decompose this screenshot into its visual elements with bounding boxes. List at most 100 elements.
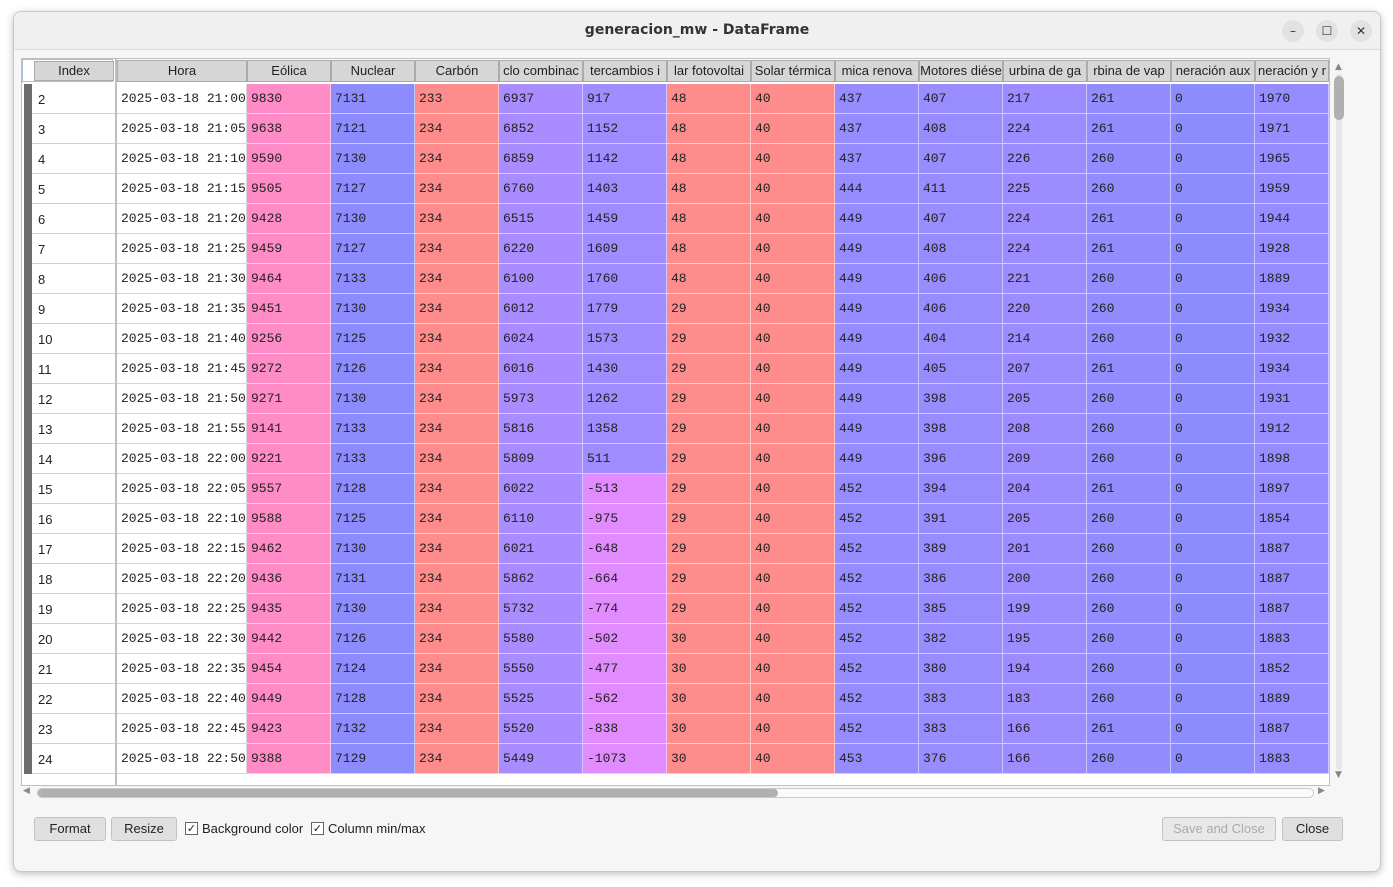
table-cell[interactable]: 2025-03-18 21:35 [117,294,247,324]
scroll-down-arrow-icon[interactable]: ▼ [1335,770,1342,780]
table-cell[interactable]: 2025-03-18 21:20 [117,204,247,234]
table-cell[interactable]: 5550 [499,654,583,684]
table-cell[interactable]: 1931 [1255,384,1329,414]
table-cell[interactable]: 30 [667,684,751,714]
scroll-up-arrow-icon[interactable]: ▲ [1335,62,1342,72]
table-cell[interactable]: 40 [751,234,835,264]
table-cell[interactable]: 7121 [331,114,415,144]
table-cell[interactable]: 5520 [499,714,583,744]
table-cell[interactable]: 260 [1087,654,1171,684]
background-color-checkbox[interactable]: ✓ [185,822,198,835]
table-cell[interactable]: 1403 [583,174,667,204]
column-header[interactable]: neración y r [1255,60,1329,82]
table-cell[interactable]: 7127 [331,234,415,264]
table-cell[interactable]: 6016 [499,354,583,384]
table-cell[interactable]: 224 [1003,234,1087,264]
table-cell[interactable]: 9272 [247,354,331,384]
column-minmax-checkbox[interactable]: ✓ [311,822,324,835]
index-row[interactable]: 8 [22,264,115,294]
index-row[interactable]: 5 [22,174,115,204]
table-cell[interactable]: 9454 [247,654,331,684]
index-row[interactable]: 11 [22,354,115,384]
table-cell[interactable]: 260 [1087,264,1171,294]
table-cell[interactable]: 917 [583,84,667,114]
table-cell[interactable]: 1887 [1255,564,1329,594]
table-cell[interactable]: 7128 [331,684,415,714]
table-cell[interactable]: 1889 [1255,264,1329,294]
table-cell[interactable]: 29 [667,564,751,594]
table-cell[interactable]: 2025-03-18 22:05 [117,474,247,504]
table-cell[interactable]: 6022 [499,474,583,504]
table-cell[interactable]: 444 [835,174,919,204]
column-header[interactable]: Hora [117,60,247,82]
table-cell[interactable]: 2025-03-18 21:25 [117,234,247,264]
table-cell[interactable]: 0 [1171,654,1255,684]
table-cell[interactable]: 30 [667,714,751,744]
index-row[interactable]: 6 [22,204,115,234]
table-cell[interactable]: 6110 [499,504,583,534]
table-cell[interactable]: 261 [1087,84,1171,114]
table-cell[interactable]: 2025-03-18 21:50 [117,384,247,414]
table-cell[interactable]: 383 [919,714,1003,744]
table-cell[interactable]: 449 [835,414,919,444]
table-cell[interactable]: 221 [1003,264,1087,294]
minimize-button[interactable]: – [1282,20,1304,42]
table-cell[interactable]: 1854 [1255,504,1329,534]
table-cell[interactable]: 234 [415,564,499,594]
table-cell[interactable]: 7133 [331,264,415,294]
table-cell[interactable]: 224 [1003,204,1087,234]
table-cell[interactable]: 166 [1003,744,1087,774]
table-cell[interactable]: 1887 [1255,594,1329,624]
table-cell[interactable]: 1928 [1255,234,1329,264]
table-cell[interactable]: 452 [835,714,919,744]
index-row[interactable]: 24 [22,744,115,774]
table-cell[interactable]: 9557 [247,474,331,504]
close-button[interactable]: Close [1282,817,1343,841]
table-cell[interactable]: 449 [835,234,919,264]
data-table[interactable]: Hora Eólica Nuclear Carbón clo combinac terca… [116,58,1330,786]
table-cell[interactable]: 40 [751,174,835,204]
table-cell[interactable]: 200 [1003,564,1087,594]
table-cell[interactable]: 7130 [331,204,415,234]
table-cell[interactable]: 0 [1171,444,1255,474]
table-cell[interactable]: 1887 [1255,714,1329,744]
index-row[interactable]: 7 [22,234,115,264]
table-cell[interactable]: 261 [1087,714,1171,744]
table-cell[interactable]: 7126 [331,354,415,384]
table-cell[interactable]: 1944 [1255,204,1329,234]
table-cell[interactable]: 234 [415,444,499,474]
column-header[interactable]: Nuclear [331,60,415,82]
table-cell[interactable]: 234 [415,384,499,414]
table-cell[interactable]: 1959 [1255,174,1329,204]
table-cell[interactable]: 7130 [331,294,415,324]
table-cell[interactable]: 7124 [331,654,415,684]
table-cell[interactable]: 199 [1003,594,1087,624]
table-cell[interactable]: 40 [751,264,835,294]
table-cell[interactable]: 29 [667,504,751,534]
resize-button[interactable]: Resize [111,817,177,841]
table-cell[interactable]: 9435 [247,594,331,624]
table-cell[interactable]: 195 [1003,624,1087,654]
table-cell[interactable]: 40 [751,114,835,144]
table-cell[interactable]: 40 [751,684,835,714]
table-cell[interactable]: 1912 [1255,414,1329,444]
table-cell[interactable]: 9638 [247,114,331,144]
table-cell[interactable]: 40 [751,504,835,534]
table-cell[interactable]: 9388 [247,744,331,774]
table-cell[interactable]: 408 [919,234,1003,264]
table-cell[interactable]: 9464 [247,264,331,294]
table-cell[interactable]: 261 [1087,204,1171,234]
table-cell[interactable]: 449 [835,384,919,414]
table-cell[interactable]: 260 [1087,324,1171,354]
table-cell[interactable]: 9442 [247,624,331,654]
table-cell[interactable]: 234 [415,234,499,264]
table-cell[interactable]: 1897 [1255,474,1329,504]
table-cell[interactable]: 449 [835,294,919,324]
table-cell[interactable]: 1934 [1255,294,1329,324]
table-cell[interactable]: 234 [415,624,499,654]
table-cell[interactable]: 234 [415,204,499,234]
table-cell[interactable]: 48 [667,144,751,174]
table-cell[interactable]: 9449 [247,684,331,714]
table-cell[interactable]: 1358 [583,414,667,444]
table-cell[interactable]: 209 [1003,444,1087,474]
